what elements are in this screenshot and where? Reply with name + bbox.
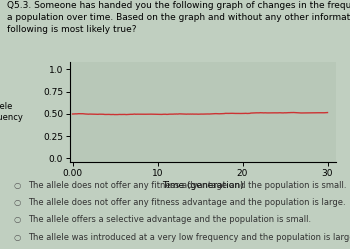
Text: Q5.3. Someone has handed you the following graph of changes in the frequency of : Q5.3. Someone has handed you the followi… xyxy=(7,1,350,34)
Text: ○: ○ xyxy=(14,198,21,207)
Text: The allele does not offer any fitness advantage and the population is small.: The allele does not offer any fitness ad… xyxy=(28,181,346,189)
Text: ○: ○ xyxy=(14,215,21,224)
Text: The allele was introduced at a very low frequency and the population is large.: The allele was introduced at a very low … xyxy=(28,233,350,242)
Text: The allele offers a selective advantage and the population is small.: The allele offers a selective advantage … xyxy=(28,215,311,224)
Text: ○: ○ xyxy=(14,233,21,242)
Text: The allele does not offer any fitness advantage and the population is large.: The allele does not offer any fitness ad… xyxy=(28,198,346,207)
X-axis label: Time (generation): Time (generation) xyxy=(162,181,244,189)
Y-axis label: Allele
Frequency: Allele Frequency xyxy=(0,102,23,122)
Text: ○: ○ xyxy=(14,181,21,189)
